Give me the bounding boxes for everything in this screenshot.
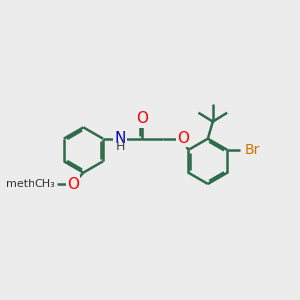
Text: O: O: [136, 111, 148, 126]
Text: O: O: [67, 177, 79, 192]
Text: H: H: [116, 140, 125, 153]
Text: N: N: [114, 131, 126, 146]
Text: Br: Br: [245, 143, 260, 157]
Text: methoxy: methoxy: [6, 179, 55, 189]
Text: O: O: [177, 131, 189, 146]
Text: CH₃: CH₃: [35, 179, 56, 189]
